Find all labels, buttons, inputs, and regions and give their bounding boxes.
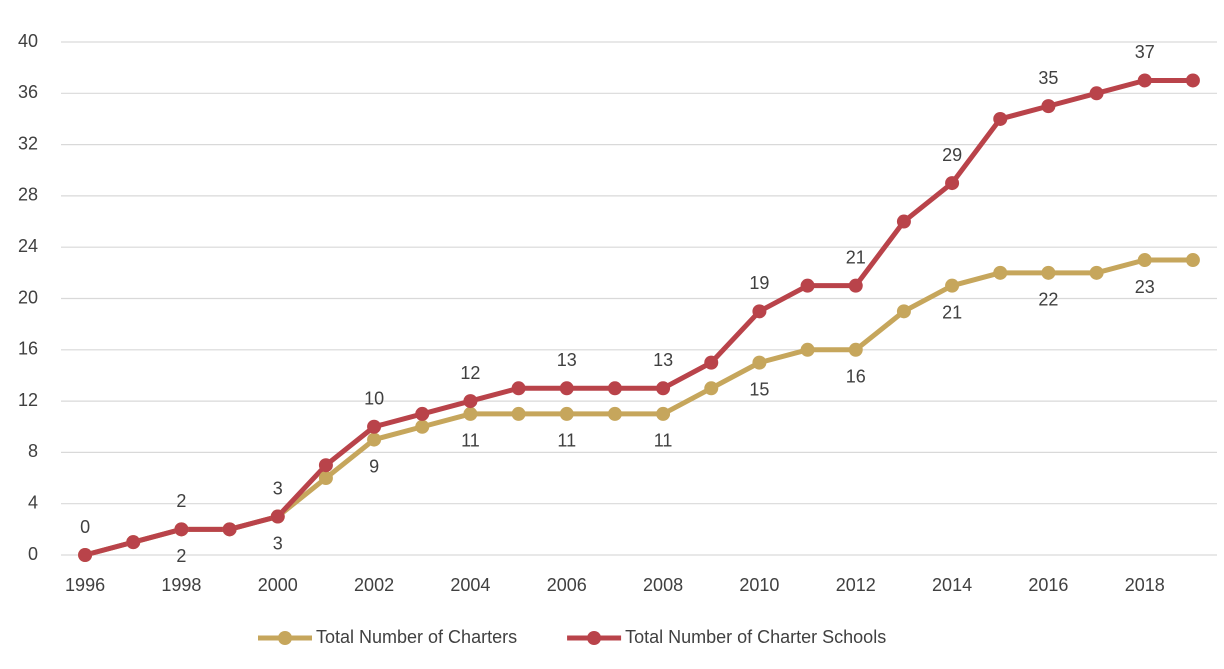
- x-tick-label: 2002: [354, 575, 394, 595]
- y-tick-label: 8: [28, 441, 38, 461]
- point: [126, 535, 141, 550]
- data-label: 15: [749, 379, 769, 399]
- point: [415, 406, 430, 421]
- y-tick-label: 24: [18, 236, 38, 256]
- x-tick-label: 2016: [1028, 575, 1068, 595]
- x-tick-label: 2012: [836, 575, 876, 595]
- point: [945, 278, 960, 293]
- data-label: 22: [1038, 290, 1058, 310]
- x-tick-label: 2014: [932, 575, 972, 595]
- point: [318, 471, 333, 486]
- data-label: 13: [653, 350, 673, 370]
- point: [607, 406, 622, 421]
- point: [800, 342, 815, 357]
- point: [993, 111, 1008, 126]
- point: [704, 381, 719, 396]
- point: [1185, 73, 1200, 88]
- point: [415, 419, 430, 434]
- data-label: 21: [846, 247, 866, 267]
- y-tick-label: 36: [18, 82, 38, 102]
- point: [1041, 99, 1056, 114]
- point: [848, 342, 863, 357]
- point: [896, 214, 911, 229]
- series-line: [84, 77, 1193, 558]
- data-label: 29: [942, 145, 962, 165]
- legend-marker: [587, 631, 602, 645]
- point: [752, 304, 767, 319]
- data-label: 35: [1038, 68, 1058, 88]
- point: [511, 381, 526, 396]
- data-label: 3: [273, 478, 283, 498]
- point: [1089, 86, 1104, 101]
- data-label: 10: [364, 389, 384, 409]
- point: [945, 176, 960, 191]
- data-label: 2: [176, 546, 186, 566]
- point: [318, 458, 333, 473]
- data-label: 16: [846, 367, 866, 387]
- y-tick-label: 20: [18, 287, 38, 307]
- x-tick-label: 2004: [450, 575, 490, 595]
- point: [270, 509, 285, 524]
- point: [222, 522, 237, 537]
- x-tick-label: 2008: [643, 575, 683, 595]
- point: [848, 278, 863, 293]
- x-tick-label: 2010: [739, 575, 779, 595]
- series-line: [84, 257, 1193, 558]
- data-label: 19: [749, 273, 769, 293]
- point: [1137, 73, 1152, 88]
- point: [1041, 265, 1056, 280]
- point: [511, 406, 526, 421]
- y-tick-label: 16: [18, 339, 38, 359]
- point: [559, 381, 574, 396]
- point: [1089, 265, 1104, 280]
- data-label: 11: [654, 431, 673, 451]
- point: [1185, 253, 1200, 268]
- point: [1137, 253, 1152, 268]
- data-label: 2: [176, 491, 186, 511]
- data-label: 9: [369, 456, 379, 476]
- x-tick-label: 2018: [1125, 575, 1165, 595]
- point: [704, 355, 719, 370]
- y-tick-label: 4: [28, 492, 38, 512]
- point: [993, 265, 1008, 280]
- y-tick-label: 12: [18, 390, 38, 410]
- data-label: 11: [461, 431, 480, 451]
- point: [559, 406, 574, 421]
- legend-marker: [278, 631, 292, 645]
- y-tick-label: 32: [18, 133, 38, 153]
- point: [463, 406, 478, 421]
- data-label: 23: [1135, 277, 1155, 297]
- point: [463, 394, 478, 409]
- point: [656, 381, 671, 396]
- y-tick-label: 40: [18, 31, 38, 51]
- x-tick-label: 2000: [258, 575, 298, 595]
- point: [752, 355, 767, 370]
- legend-label: Total Number of Charter Schools: [625, 627, 886, 647]
- point: [367, 419, 382, 434]
- y-tick-label: 28: [18, 185, 38, 205]
- data-label: 37: [1135, 42, 1155, 62]
- x-tick-label: 1996: [65, 575, 105, 595]
- data-label: 11: [557, 431, 576, 451]
- point: [656, 406, 671, 421]
- point: [367, 432, 382, 447]
- data-label: 3: [273, 533, 283, 553]
- point: [174, 522, 189, 537]
- data-label: 21: [942, 302, 962, 322]
- data-label: 12: [460, 363, 480, 383]
- data-label: 13: [557, 350, 577, 370]
- data-label: 0: [80, 517, 90, 537]
- x-tick-label: 1998: [161, 575, 201, 595]
- point: [78, 548, 93, 562]
- y-tick-label: 0: [28, 544, 38, 564]
- point: [896, 304, 911, 319]
- point: [607, 381, 622, 396]
- x-tick-label: 2006: [547, 575, 587, 595]
- legend-label: Total Number of Charters: [316, 627, 517, 647]
- point: [800, 278, 815, 293]
